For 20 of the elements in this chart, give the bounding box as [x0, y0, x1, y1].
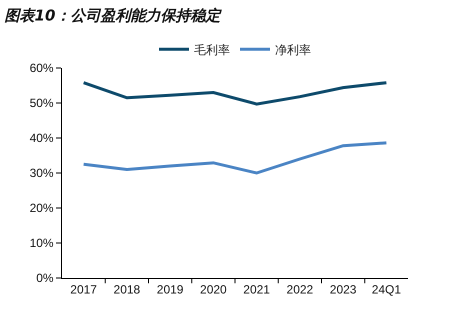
y-tick-label: 10% [30, 236, 54, 250]
x-tick-label: 2018 [114, 282, 141, 296]
x-tick-label: 2023 [330, 282, 357, 296]
line-series [82, 141, 388, 174]
y-tick-label: 60% [30, 61, 54, 76]
y-tick-label: 30% [30, 166, 54, 180]
legend-label: 净利率 [275, 42, 311, 57]
chart-title: 图表10：公司盈利能力保持稳定 [4, 6, 222, 24]
x-tick-label: 2022 [286, 282, 314, 296]
legend-label: 毛利率 [194, 42, 230, 57]
x-tick-label: 2017 [70, 282, 98, 296]
x-tick-label: 2020 [200, 282, 228, 296]
y-tick-label: 40% [30, 131, 54, 146]
y-tick-label: 20% [30, 201, 54, 216]
y-tick-label: 50% [30, 96, 54, 110]
x-tick-label: 2019 [156, 282, 184, 296]
line-series [82, 81, 388, 106]
x-tick-label: 2021 [243, 282, 270, 296]
x-tick-label: 24Q1 [372, 282, 402, 296]
y-tick-label: 0% [36, 271, 54, 286]
